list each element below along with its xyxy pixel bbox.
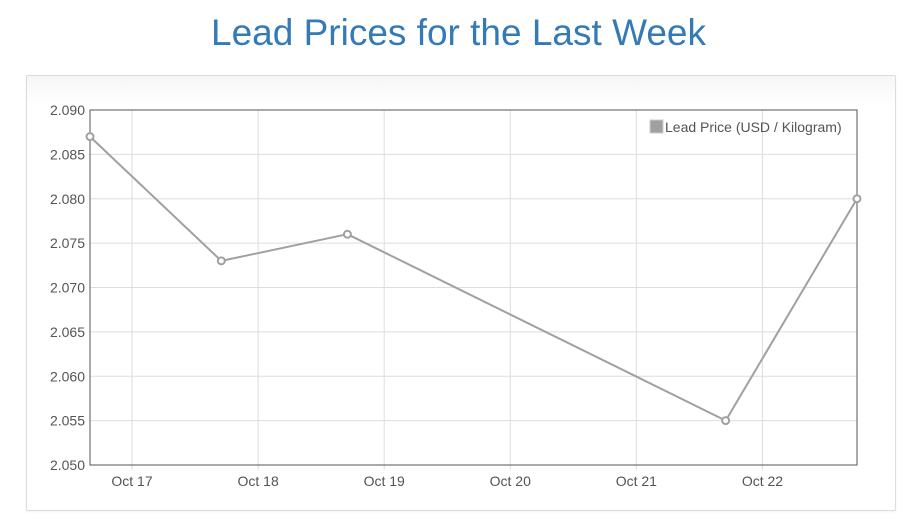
data-point[interactable] — [852, 194, 862, 204]
y-tick-label: 2.080 — [50, 191, 85, 207]
legend-label: Lead Price (USD / Kilogram) — [665, 119, 842, 135]
y-tick-label: 2.050 — [50, 457, 85, 473]
legend[interactable]: Lead Price (USD / Kilogram) — [649, 119, 842, 135]
x-tick-label: Oct 20 — [490, 473, 531, 489]
x-tick-label: Oct 22 — [742, 473, 783, 489]
series-line — [89, 135, 858, 422]
legend-swatch — [649, 119, 664, 134]
y-tick-label: 2.055 — [50, 413, 85, 429]
data-point[interactable] — [721, 416, 731, 426]
line-chart: 2.090 2.085 2.080 2.075 2.070 2.065 2.060 2.055… — [50, 102, 862, 489]
y-tick-label: 2.085 — [50, 146, 85, 162]
chart-panel: 2.090 2.085 2.080 2.075 2.070 2.065 2.060 2.055… — [26, 75, 896, 511]
x-tick-label: Oct 19 — [364, 473, 405, 489]
series-layer — [85, 132, 862, 426]
data-point[interactable] — [216, 256, 226, 266]
x-tick-label: Oct 21 — [616, 473, 657, 489]
axis-labels: 2.090 2.085 2.080 2.075 2.070 2.065 2.060 2.055… — [50, 102, 783, 489]
y-tick-label: 2.090 — [50, 102, 85, 118]
x-tick-label: Oct 18 — [237, 473, 278, 489]
y-tick-label: 2.070 — [50, 280, 85, 296]
data-point[interactable] — [85, 132, 95, 142]
grid-lines — [90, 109, 857, 470]
x-tick-label: Oct 17 — [111, 473, 152, 489]
y-tick-label: 2.065 — [50, 324, 85, 340]
page-title: Lead Prices for the Last Week — [211, 12, 706, 53]
y-tick-label: 2.060 — [50, 368, 85, 384]
plot-frame — [89, 109, 858, 466]
data-point[interactable] — [342, 229, 352, 239]
y-tick-label: 2.075 — [50, 235, 85, 251]
